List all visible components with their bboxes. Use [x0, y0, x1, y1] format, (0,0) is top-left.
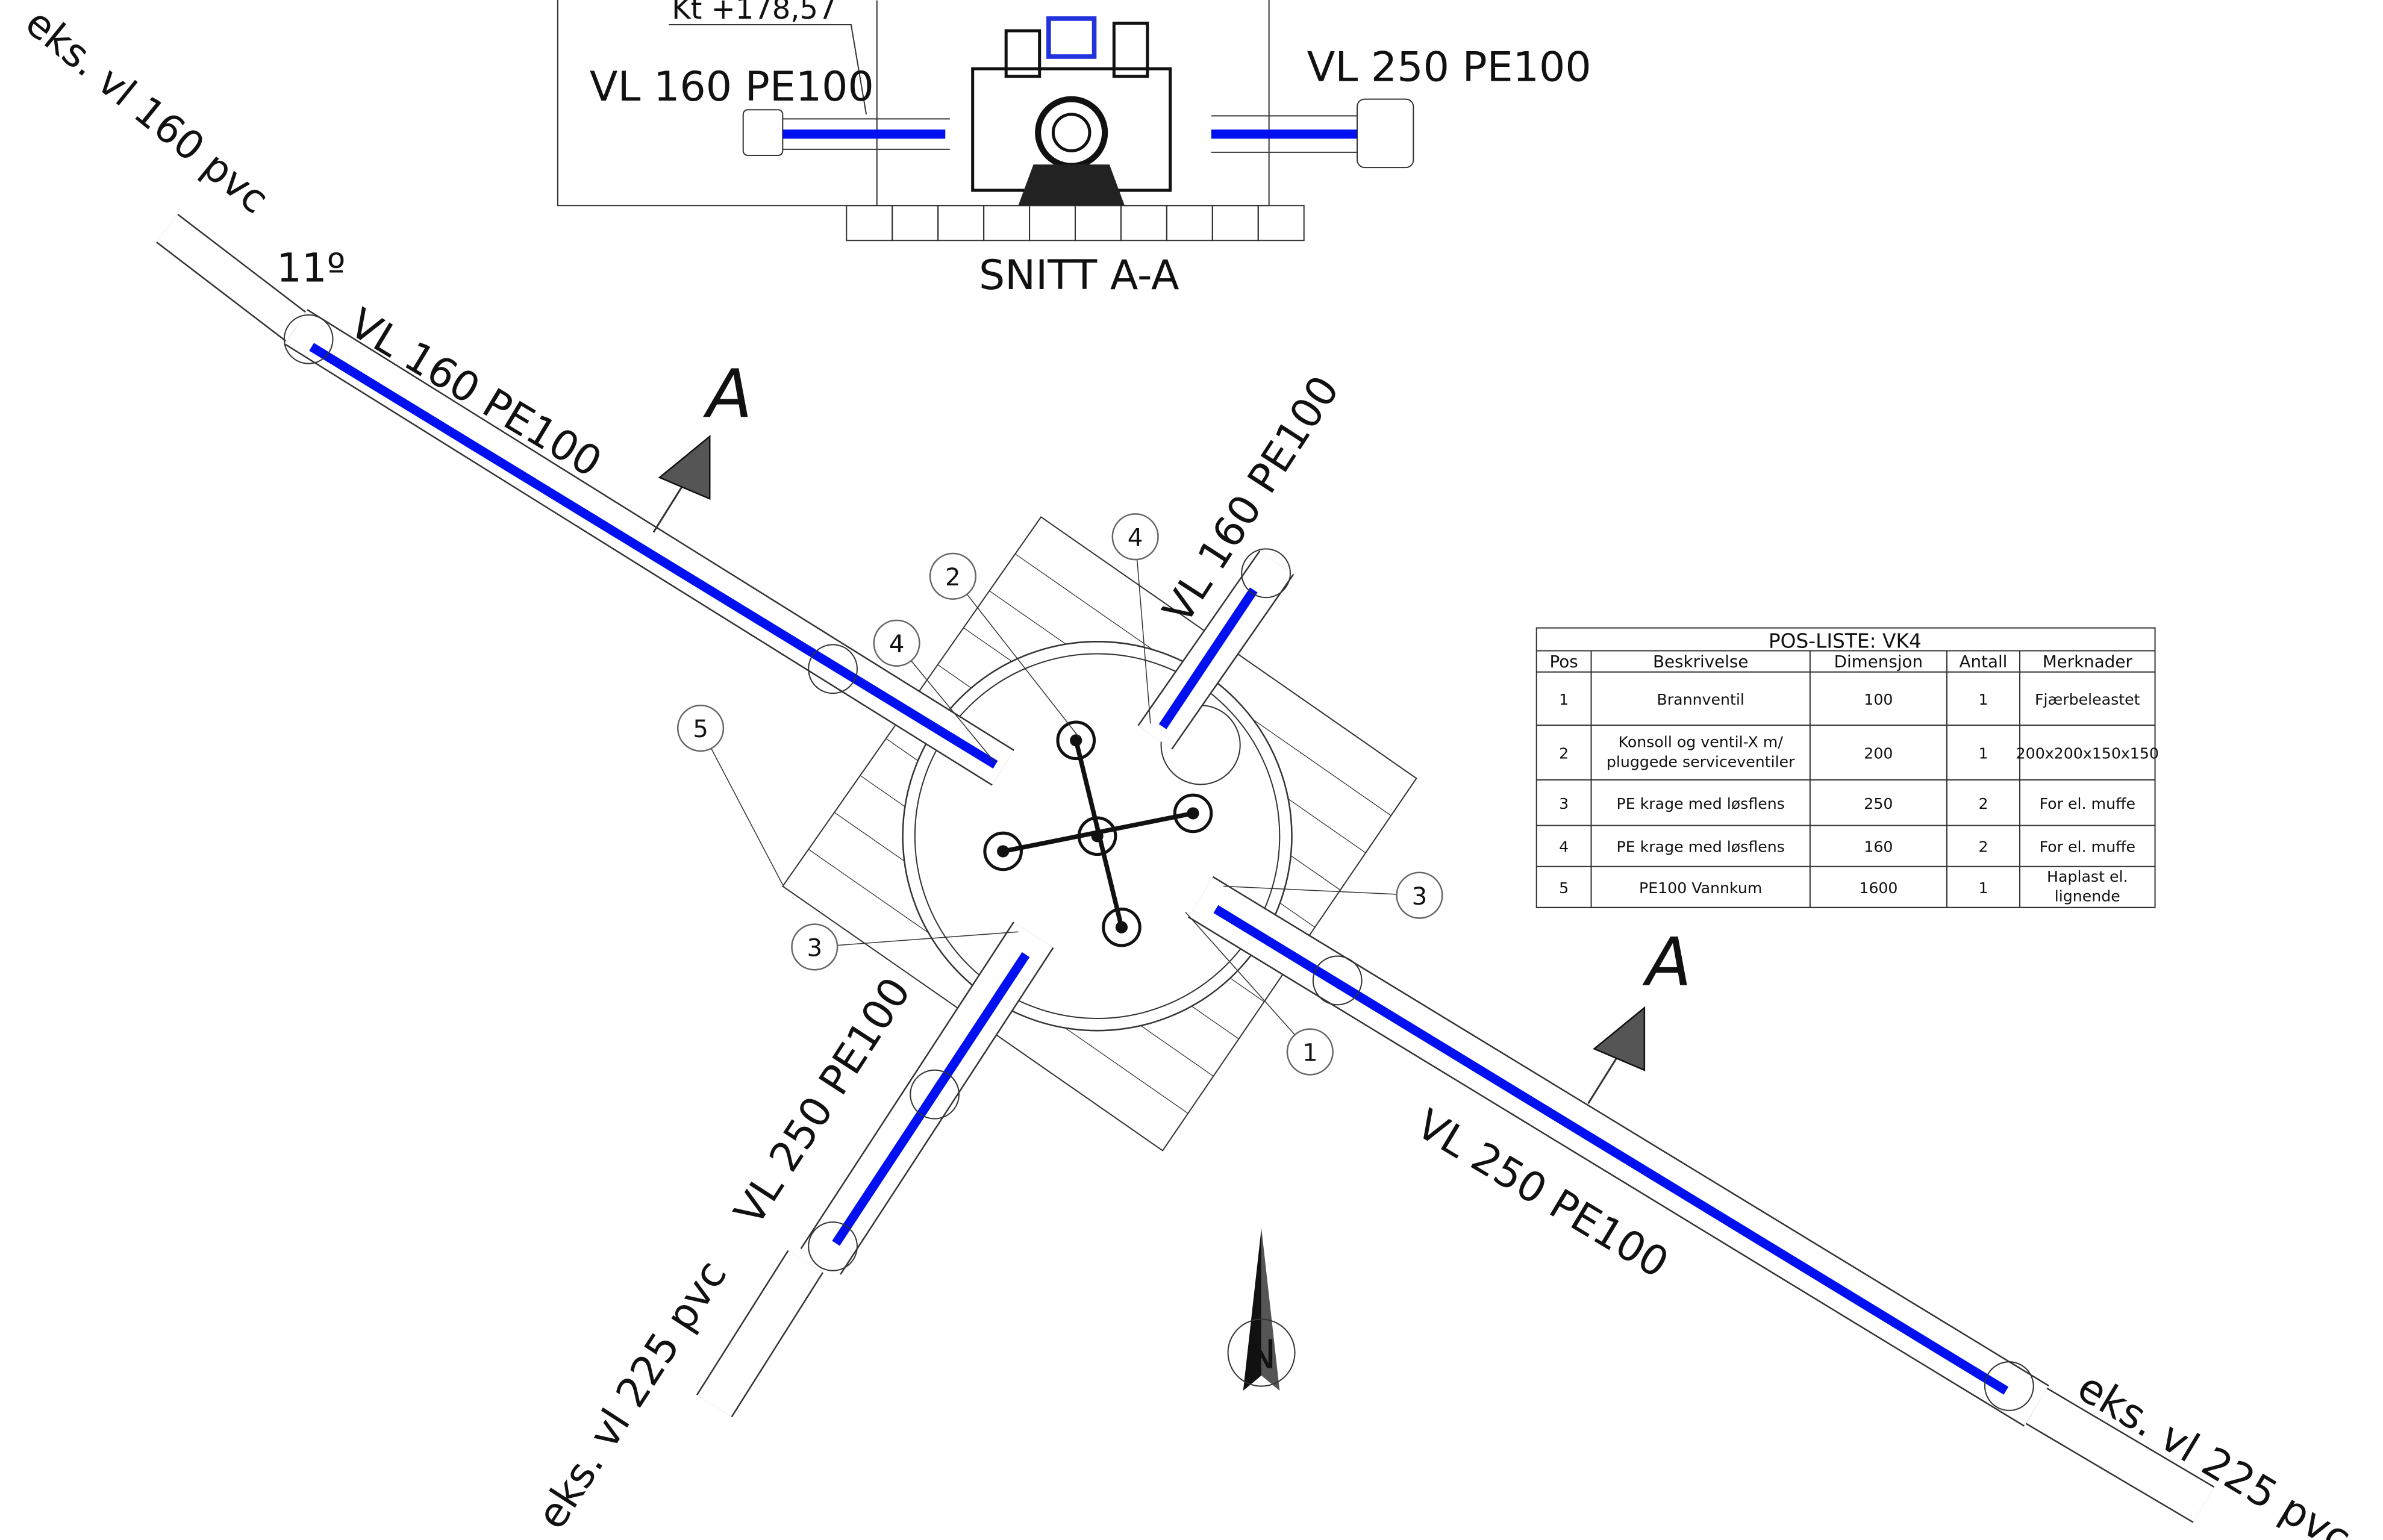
table-header: Merknader — [2043, 652, 2133, 672]
leader — [701, 728, 782, 885]
page: Kt +178,57 VL 160 PE100 VL 250 PE100 SNITT … — [0, 0, 2383, 1540]
drawing: Kt +178,57 VL 160 PE100 VL 250 PE100 SNITT … — [0, 0, 2383, 1540]
table-cell: Haplast el. — [2047, 868, 2128, 885]
table-cell: 200x200x150x150 — [2016, 745, 2159, 762]
section-arrow — [1594, 1008, 1644, 1070]
table-header: Dimensjon — [1834, 652, 1923, 672]
table-cell: 100 — [1864, 691, 1893, 708]
base-block — [1029, 205, 1075, 240]
base-block — [1121, 205, 1167, 240]
pipe-label: 11º — [276, 245, 345, 291]
table-title: POS-LISTE: VK4 — [1769, 629, 1922, 652]
pipe-water — [1216, 909, 2006, 1391]
section-mark: A — [703, 355, 752, 433]
valve-top — [1049, 19, 1095, 57]
base-block — [938, 205, 984, 240]
base-block — [984, 205, 1029, 240]
callout-number: 3 — [807, 934, 822, 962]
table-cell: pluggede serviceventiler — [1607, 753, 1795, 770]
table-cell: 2 — [1559, 745, 1569, 762]
table-header: Antall — [1960, 652, 2008, 672]
table-cell: PE100 Vannkum — [1639, 879, 1762, 897]
base-block — [1258, 205, 1304, 240]
section-line — [654, 484, 684, 532]
callout-number: 1 — [1302, 1039, 1318, 1067]
table-cell: 5 — [1559, 879, 1569, 897]
table-cell: 160 — [1864, 838, 1893, 856]
table-cell: PE krage med løsflens — [1617, 795, 1785, 812]
table-cell: Brannventil — [1657, 691, 1744, 708]
flange — [1357, 99, 1413, 168]
table-cell: 2 — [1978, 795, 1988, 812]
base-block — [1075, 205, 1121, 240]
base-block — [846, 205, 892, 240]
table-header: Beskrivelse — [1653, 652, 1748, 672]
table-cell: 1 — [1978, 745, 1988, 762]
callout-number: 4 — [1128, 523, 1143, 552]
level-label: Kt +178,57 — [672, 0, 836, 26]
table-cell: 1600 — [1859, 879, 1897, 897]
table-cell: 4 — [1559, 838, 1569, 856]
pipe-label: VL 250 PE100 — [1307, 43, 1591, 91]
table-cell: 200 — [1864, 745, 1893, 762]
table-cell: 1 — [1559, 691, 1569, 708]
callout-number: 3 — [1412, 882, 1428, 911]
table-cell: For el. muffe — [2040, 795, 2135, 812]
valve-base — [1018, 164, 1125, 205]
callout-number: 5 — [693, 715, 708, 743]
section-mark: A — [1642, 923, 1691, 1001]
table-header: Pos — [1550, 652, 1578, 672]
pipe-water — [311, 347, 995, 765]
base-block — [892, 205, 938, 240]
table-cell: 1 — [1978, 691, 1988, 708]
pipe-label: eks. vl 160 pvc — [17, 0, 277, 223]
section-arrow — [660, 437, 710, 499]
base-block — [1167, 205, 1213, 240]
section-line — [1588, 1055, 1618, 1104]
table-cell: 2 — [1978, 838, 1988, 856]
pipe-label: VL 160 PE100 — [590, 63, 874, 111]
flange — [743, 110, 783, 155]
callout-number: 2 — [945, 563, 961, 591]
table-cell: For el. muffe — [2040, 838, 2135, 856]
table-cell: 3 — [1559, 795, 1569, 812]
table-cell: lignende — [2055, 888, 2120, 905]
base-block — [1213, 205, 1258, 240]
table-cell: 250 — [1864, 795, 1893, 812]
table-cell: PE krage med løsflens — [1617, 838, 1785, 856]
callout-number: 4 — [889, 630, 905, 658]
table-cell: Fjærbeleastet — [2035, 691, 2140, 708]
section-title: SNITT A-A — [979, 252, 1179, 299]
table-cell: Konsoll og ventil-X m/ — [1619, 734, 1784, 751]
table-cell: 1 — [1978, 879, 1988, 897]
north-label: N — [1247, 1332, 1276, 1377]
